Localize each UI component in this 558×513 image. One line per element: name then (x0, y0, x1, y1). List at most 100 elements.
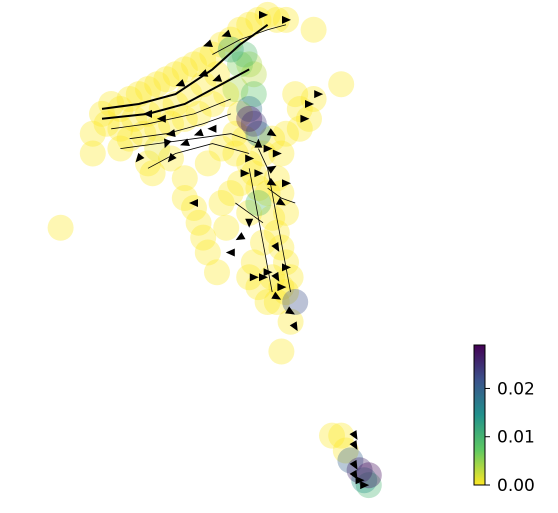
colorbar-tick-label: 0.01 (497, 428, 535, 448)
velocity-arrow (221, 29, 232, 38)
data-point (286, 115, 313, 142)
velocity-arrow (135, 152, 145, 163)
data-point (236, 51, 263, 78)
velocity-arrow (263, 144, 273, 153)
velocity-arrow (175, 79, 186, 87)
velocity-arrow (263, 268, 273, 277)
velocity-arrow (254, 138, 263, 148)
data-point (194, 239, 221, 266)
velocity-arrow (271, 291, 282, 300)
data-point (254, 180, 281, 207)
data-point (282, 81, 309, 108)
data-point (236, 264, 263, 291)
velocity-arrow (245, 218, 254, 228)
velocity-arrow (259, 10, 268, 19)
data-point (245, 120, 272, 147)
velocity-arrow (272, 149, 282, 158)
velocity-arrow (193, 128, 204, 137)
data-point (213, 81, 240, 108)
data-point (171, 105, 198, 132)
data-point (328, 422, 355, 449)
data-point (222, 140, 249, 167)
data-point (273, 120, 299, 147)
data-point (231, 41, 258, 68)
data-point (208, 31, 235, 58)
data-point (213, 214, 240, 241)
data-point (273, 199, 299, 226)
colorbar-gradient (473, 344, 486, 486)
velocity-arrow (156, 114, 166, 123)
velocity-arrow (282, 179, 291, 188)
velocity-arrow (143, 109, 152, 118)
data-point (236, 95, 263, 122)
velocity-arrow (166, 129, 176, 137)
data-point (79, 120, 106, 147)
velocity-arrow (271, 242, 280, 252)
velocity-arrow (277, 283, 287, 292)
data-point (181, 194, 207, 221)
data-point (125, 81, 152, 108)
velocity-arrow (266, 165, 277, 174)
velocity-arrow (360, 481, 370, 490)
data-point (355, 462, 382, 489)
data-point (319, 422, 345, 449)
streamline (101, 68, 250, 120)
data-point (204, 259, 230, 286)
streamline (267, 187, 296, 204)
data-point (236, 11, 263, 38)
streamline (129, 113, 231, 140)
data-point (121, 105, 148, 132)
data-point (268, 180, 295, 207)
data-point (148, 95, 175, 122)
velocity-arrow (266, 128, 277, 137)
data-point (130, 120, 157, 147)
data-point (240, 160, 267, 187)
data-point (144, 115, 171, 142)
data-point (47, 214, 74, 241)
data-point (300, 16, 327, 43)
colorbar-tick-label: 0.02 (497, 379, 535, 399)
streamline (235, 202, 264, 224)
data-point (176, 81, 203, 108)
data-point (204, 61, 230, 88)
velocity-arrow (305, 100, 314, 108)
data-point (236, 105, 263, 132)
data-point (171, 185, 198, 212)
data-point (208, 190, 235, 216)
velocity-arrow (235, 232, 246, 241)
velocity-arrow (349, 440, 358, 450)
velocity-arrow (282, 263, 291, 272)
velocity-arrow (249, 273, 259, 282)
velocity-arrow (355, 476, 365, 485)
velocity-arrow (207, 124, 217, 133)
velocity-arrow (349, 459, 358, 470)
data-point (185, 100, 212, 127)
data-point (190, 46, 217, 73)
data-point (107, 115, 134, 142)
velocity-arrow (282, 15, 291, 24)
data-point (171, 56, 198, 83)
data-point (171, 165, 198, 192)
data-point (139, 160, 166, 187)
data-point (190, 224, 217, 251)
data-point (162, 91, 189, 117)
data-point (263, 6, 290, 33)
velocity-arrow (225, 248, 235, 257)
data-point (217, 180, 244, 207)
data-point (240, 61, 267, 88)
data-point (135, 76, 161, 103)
data-point (263, 289, 290, 315)
data-point (259, 204, 286, 231)
velocity-arrow (189, 199, 198, 207)
data-point (259, 125, 286, 152)
velocity-arrow (314, 90, 324, 99)
velocity-arrow (271, 271, 280, 282)
velocity-arrow (266, 177, 277, 186)
streamline (111, 98, 231, 130)
velocity-arrow (212, 74, 223, 82)
velocity-arrow (275, 197, 286, 206)
velocity-arrow (203, 39, 213, 47)
velocity-arrow (245, 154, 255, 163)
velocity-arrow (289, 321, 298, 332)
data-point (217, 36, 244, 63)
